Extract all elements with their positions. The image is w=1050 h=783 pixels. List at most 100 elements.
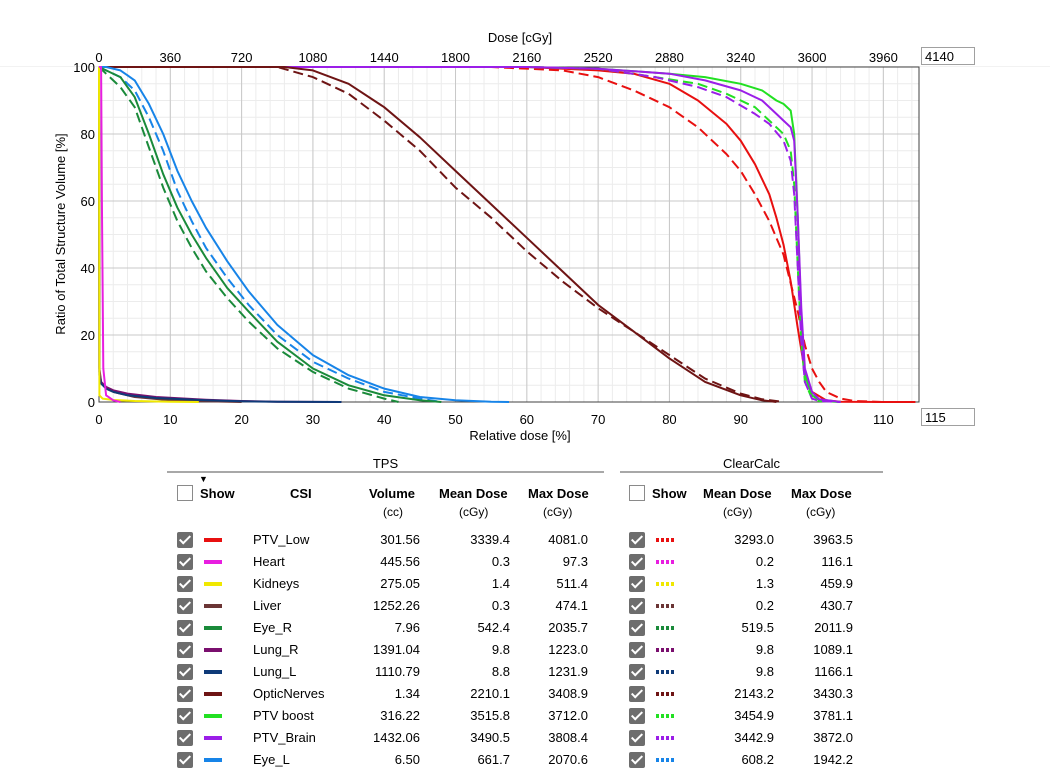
clearcalc-show-checkbox[interactable]: [629, 664, 645, 680]
tps-show-header[interactable]: Show: [200, 486, 235, 501]
tps-show-all-checkbox[interactable]: [177, 485, 193, 501]
structure-volume: 6.50: [394, 752, 420, 767]
y-axis-title: Ratio of Total Structure Volume [%]: [53, 133, 68, 334]
x-tick-label: 50: [448, 412, 462, 427]
structure-volume: 7.96: [394, 620, 420, 635]
clearcalc-show-checkbox[interactable]: [629, 620, 645, 636]
clearcalc-max-dose: 3430.3: [813, 686, 853, 701]
tps-max-dose: 3408.9: [548, 686, 588, 701]
structure-volume: 275.05: [380, 576, 420, 591]
clearcalc-max-dose: 459.9: [820, 576, 853, 591]
clearcalc-show-checkbox[interactable]: [629, 730, 645, 746]
x2-max-input[interactable]: 4140: [921, 47, 975, 65]
tps-line-swatch: [204, 626, 222, 630]
tps-group-line: [167, 471, 604, 473]
clearcalc-show-checkbox[interactable]: [629, 686, 645, 702]
clearcalc-show-checkbox[interactable]: [629, 532, 645, 548]
tps-line-swatch: [204, 692, 222, 696]
clearcalc-show-checkbox[interactable]: [629, 708, 645, 724]
clearcalc-show-checkbox[interactable]: [629, 554, 645, 570]
x2-tick-label: 3240: [726, 50, 755, 65]
x2-tick-label: 3960: [869, 50, 898, 65]
structure-name: Heart: [253, 554, 285, 569]
tps-show-checkbox[interactable]: [177, 664, 193, 680]
structure-volume: 1.34: [394, 686, 420, 701]
clearcalc-max-dose-unit: (cGy): [806, 505, 836, 519]
clearcalc-show-all-checkbox[interactable]: [629, 485, 645, 501]
tps-mean-dose: 2210.1: [470, 686, 510, 701]
series-opticnerves-clearcalc: [99, 66, 784, 403]
structure-row: Eye_R 7.96 542.4 2035.7 519.5 2011.9: [0, 617, 1050, 639]
clearcalc-mean-dose: 608.2: [741, 752, 774, 767]
tps-mean-dose: 0.3: [491, 598, 510, 613]
tps-line-swatch: [204, 538, 222, 542]
tps-mean-dose: 0.3: [491, 554, 510, 569]
mean-dose-header[interactable]: Mean Dose: [439, 486, 508, 501]
tps-mean-dose: 8.8: [491, 664, 510, 679]
clearcalc-show-checkbox[interactable]: [629, 598, 645, 614]
structure-name: Eye_R: [253, 620, 293, 635]
x-tick-label: 90: [734, 412, 748, 427]
structure-volume: 1110.79: [374, 664, 420, 679]
tps-show-checkbox[interactable]: [177, 576, 193, 592]
structure-volume: 445.56: [380, 554, 420, 569]
tps-max-dose: 3712.0: [548, 708, 588, 723]
clearcalc-mean-dose: 1.3: [755, 576, 774, 591]
clearcalc-show-checkbox[interactable]: [629, 642, 645, 658]
tps-show-checkbox[interactable]: [177, 598, 193, 614]
series-ptv-brain-tps: [99, 66, 841, 403]
clearcalc-max-dose: 3963.5: [813, 532, 853, 547]
clearcalc-line-swatch: [656, 736, 674, 740]
structure-row: PTV boost 316.22 3515.8 3712.0 3454.9 37…: [0, 705, 1050, 727]
tps-show-checkbox[interactable]: [177, 708, 193, 724]
structure-row: Lung_R 1391.04 9.8 1223.0 9.8 1089.1: [0, 639, 1050, 661]
max-dose-header[interactable]: Max Dose: [528, 486, 589, 501]
tps-show-checkbox[interactable]: [177, 752, 193, 768]
structure-name: Lung_R: [253, 642, 299, 657]
sort-down-icon[interactable]: ▼: [199, 474, 208, 484]
clearcalc-max-dose: 116.1: [821, 554, 853, 569]
clearcalc-show-checkbox[interactable]: [629, 576, 645, 592]
clearcalc-mean-dose: 3442.9: [734, 730, 774, 745]
y-tick-label: 0: [88, 395, 95, 410]
tps-show-checkbox[interactable]: [177, 620, 193, 636]
structure-row: Kidneys 275.05 1.4 511.4 1.3 459.9: [0, 573, 1050, 595]
tps-show-checkbox[interactable]: [177, 642, 193, 658]
series-eye-r-clearcalc: [98, 66, 399, 403]
clearcalc-max-dose-header[interactable]: Max Dose: [791, 486, 852, 501]
clearcalc-mean-dose-header[interactable]: Mean Dose: [703, 486, 772, 501]
tps-show-checkbox[interactable]: [177, 554, 193, 570]
clearcalc-mean-dose: 9.8: [755, 642, 774, 657]
tps-show-checkbox[interactable]: [177, 532, 193, 548]
tps-max-dose: 474.1: [555, 598, 588, 613]
structure-name: PTV boost: [253, 708, 314, 723]
structure-row: Eye_L 6.50 661.7 2070.6 608.2 1942.2: [0, 749, 1050, 771]
x2-tick-label: 1800: [441, 50, 470, 65]
y-tick-label: 20: [81, 328, 95, 343]
clearcalc-max-dose: 1089.1: [813, 642, 853, 657]
tps-max-dose: 1223.0: [548, 642, 588, 657]
tps-max-dose: 3808.4: [548, 730, 588, 745]
x-tick-label: 40: [377, 412, 391, 427]
tps-mean-dose: 661.7: [477, 752, 510, 767]
clearcalc-show-checkbox[interactable]: [629, 752, 645, 768]
x-max-input[interactable]: 115: [921, 408, 975, 426]
tps-show-checkbox[interactable]: [177, 730, 193, 746]
series-heart-tps: [99, 66, 121, 403]
clearcalc-max-dose: 1166.1: [814, 664, 853, 679]
tps-line-swatch: [204, 560, 222, 564]
clearcalc-max-dose: 2011.9: [814, 620, 853, 635]
tps-show-checkbox[interactable]: [177, 686, 193, 702]
volume-header[interactable]: Volume: [369, 486, 415, 501]
series-eye-l-clearcalc: [98, 66, 442, 403]
structure-row: Liver 1252.26 0.3 474.1 0.2 430.7: [0, 595, 1050, 617]
tps-line-swatch: [204, 604, 222, 608]
x2-axis-title: Dose [cGy]: [488, 30, 552, 45]
clearcalc-mean-dose: 3293.0: [734, 532, 774, 547]
csi-header[interactable]: CSI: [290, 486, 312, 501]
x2-tick-label: 3600: [798, 50, 827, 65]
tps-line-swatch: [204, 670, 222, 674]
tps-line-swatch: [204, 758, 222, 762]
x-tick-label: 0: [95, 412, 102, 427]
clearcalc-show-header[interactable]: Show: [652, 486, 687, 501]
